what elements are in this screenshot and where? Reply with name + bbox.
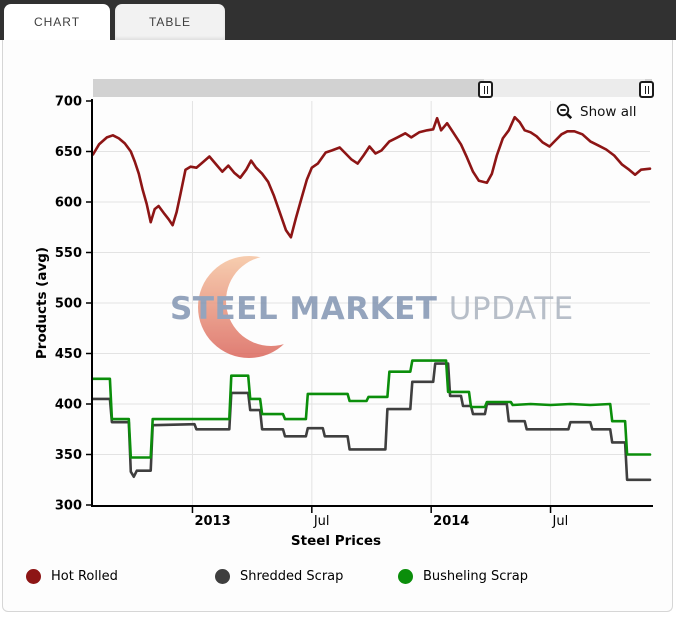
series-line-shredded-scrap[interactable] bbox=[91, 362, 652, 482]
legend-swatch bbox=[26, 568, 41, 584]
grip-handle-icon bbox=[483, 85, 485, 94]
svg-text:600: 600 bbox=[55, 196, 82, 211]
svg-text:Jul: Jul bbox=[552, 514, 569, 529]
legend-label: Shredded Scrap bbox=[240, 568, 344, 584]
grip-handle-icon bbox=[644, 85, 646, 94]
show-all-button[interactable]: Show all bbox=[556, 103, 637, 120]
watermark-text: STEEL MARKET UPDATE bbox=[170, 291, 574, 327]
legend-label: Busheling Scrap bbox=[423, 568, 528, 584]
svg-text:400: 400 bbox=[55, 398, 82, 413]
tab-table-label: TABLE bbox=[148, 15, 192, 29]
svg-text:2014: 2014 bbox=[433, 514, 469, 529]
x-axis-title: Steel Prices bbox=[291, 533, 381, 549]
svg-text:Jul: Jul bbox=[313, 514, 330, 529]
scrollbar-track[interactable] bbox=[484, 79, 645, 97]
svg-text:550: 550 bbox=[55, 246, 82, 261]
tab-bar: CHART TABLE bbox=[0, 0, 676, 40]
legend-item-shredded-scrap[interactable]: Shredded Scrap bbox=[215, 566, 343, 586]
svg-text:300: 300 bbox=[55, 499, 82, 514]
grip-handle-icon bbox=[486, 85, 488, 94]
watermark-crescent-icon bbox=[198, 256, 300, 358]
svg-text:700: 700 bbox=[55, 95, 82, 110]
svg-text:500: 500 bbox=[55, 297, 82, 312]
svg-text:2013: 2013 bbox=[194, 514, 230, 529]
watermark: STEEL MARKET UPDATE bbox=[170, 256, 574, 358]
legend-swatch bbox=[398, 568, 413, 584]
scrollbar-right-handle[interactable] bbox=[639, 81, 654, 98]
axes: 300 350 400 450 500 550 600 650 700 2013 Jul 2014 Ju… bbox=[34, 95, 653, 549]
legend-item-busheling-scrap[interactable]: Busheling Scrap bbox=[398, 566, 528, 586]
chart-scrollbar[interactable] bbox=[93, 79, 654, 98]
scrollbar-selected-range[interactable] bbox=[93, 79, 484, 97]
y-axis-title: Products (avg) bbox=[34, 247, 50, 359]
scrollbar-left-handle[interactable] bbox=[478, 81, 493, 98]
series-line-hot-rolled[interactable] bbox=[91, 115, 652, 239]
tab-table[interactable]: TABLE bbox=[115, 4, 225, 40]
tab-chart-label: CHART bbox=[33, 15, 81, 29]
legend-label: Hot Rolled bbox=[51, 568, 118, 584]
svg-text:350: 350 bbox=[55, 448, 82, 463]
price-chart[interactable]: STEEL MARKET UPDATE 300 350 400 450 500 550 600… bbox=[0, 40, 676, 570]
tab-chart[interactable]: CHART bbox=[4, 4, 110, 40]
svg-text:450: 450 bbox=[55, 347, 82, 362]
show-all-label: Show all bbox=[580, 103, 637, 120]
svg-text:650: 650 bbox=[55, 145, 82, 160]
magnifier-minus-icon bbox=[556, 103, 573, 120]
legend-item-hot-rolled[interactable]: Hot Rolled bbox=[26, 566, 118, 586]
series-line-busheling-scrap[interactable] bbox=[91, 359, 652, 459]
grip-handle-icon bbox=[647, 85, 649, 94]
legend-swatch bbox=[215, 568, 230, 584]
